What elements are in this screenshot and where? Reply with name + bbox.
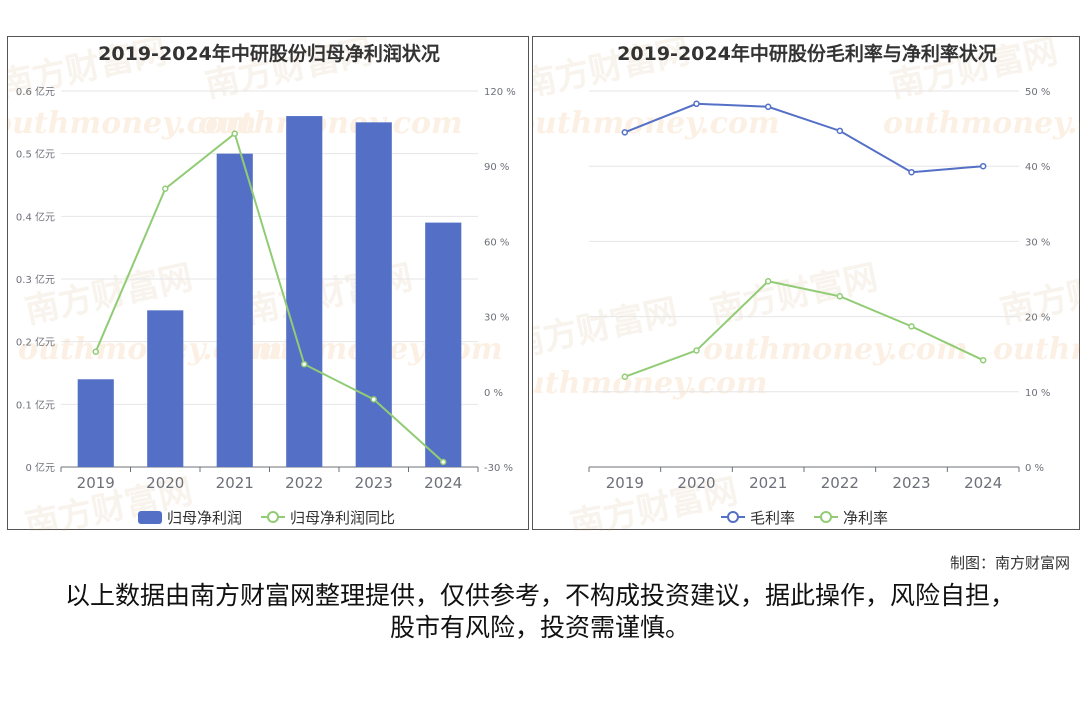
- watermark-en: outhmoney.com: [883, 106, 1080, 141]
- point-net-margin: [621, 373, 629, 381]
- bar-net-profit: [425, 222, 462, 467]
- y-right-tick-label: 0 %: [484, 388, 503, 399]
- point-gross-margin: [764, 103, 772, 111]
- point-net-profit-yoy: [301, 360, 308, 368]
- watermark-en: outhmoney.com: [533, 366, 768, 401]
- y-left-tick-label: 0.6 亿元: [16, 85, 55, 98]
- point-net-profit-yoy: [231, 130, 238, 137]
- legend-label: 净利率: [843, 509, 888, 527]
- y-right-tick-label: 40 %: [1025, 162, 1050, 173]
- y-left-tick-label: 0.2 亿元: [16, 336, 55, 349]
- point-net-margin: [908, 323, 915, 330]
- y-right-tick-label: 50 %: [1025, 87, 1050, 98]
- line-net-margin: [624, 280, 984, 378]
- chart-credit: 制图：南方财富网: [949, 554, 1070, 572]
- chart-title: 2019-2024年中研股份毛利率与净利率状况: [617, 42, 997, 65]
- watermark-en: outhmoney.com: [533, 106, 780, 141]
- point-gross-margin: [836, 127, 844, 135]
- net-profit-chart: 南方财富网outhmoney.com南方财富网outhmoney.com南方财富…: [8, 37, 516, 531]
- y-right-tick-label: 10 %: [1025, 388, 1050, 399]
- watermark-cn: 南方财富网: [707, 257, 882, 331]
- y-right-tick-label: -30 %: [484, 463, 513, 474]
- watermark-cn: 南方财富网: [533, 291, 681, 365]
- watermark-layer: 南方财富网outhmoney.com南方财富网outhmoney.com南方财富…: [533, 37, 1080, 531]
- x-tick-label: 2020: [677, 474, 715, 492]
- legend-line-marker: [727, 511, 739, 523]
- legend-line-marker: [267, 511, 279, 523]
- y-right-tick-label: 20 %: [1025, 313, 1050, 324]
- point-gross-margin: [621, 129, 629, 136]
- legend-label: 归母净利润: [167, 509, 242, 527]
- legend-line-marker: [820, 511, 832, 523]
- x-tick-label: 2019: [606, 474, 644, 492]
- x-tick-label: 2023: [892, 474, 930, 492]
- y-left-tick-label: 0 亿元: [25, 461, 55, 474]
- chart-title: 2019-2024年中研股份归母净利润状况: [98, 42, 440, 65]
- y-left-tick-label: 0.1 亿元: [16, 398, 55, 411]
- y-right-tick-label: 90 %: [484, 162, 509, 173]
- x-tick-label: 2021: [749, 474, 787, 492]
- right-chart-panel: 南方财富网outhmoney.com南方财富网outhmoney.com南方财富…: [532, 36, 1080, 531]
- point-gross-margin: [693, 100, 700, 108]
- x-tick-label: 2019: [77, 474, 115, 492]
- y-left-tick-label: 0.5 亿元: [16, 148, 55, 161]
- x-tick-label: 2021: [216, 474, 254, 492]
- watermark-en: outhmoney.com: [8, 106, 257, 141]
- disclaimer-text: 以上数据由南方财富网整理提供，仅供参考，不构成投资建议，据此操作，风险自担，股市…: [64, 581, 1015, 642]
- point-gross-margin: [908, 168, 915, 176]
- watermark-en: outhmoney.com: [993, 332, 1080, 367]
- point-net-margin: [693, 347, 700, 354]
- x-tick-label: 2023: [355, 474, 393, 492]
- x-tick-label: 2024: [964, 474, 1002, 492]
- bar-net-profit: [355, 122, 392, 467]
- legend-label: 毛利率: [750, 509, 795, 527]
- left-chart-panel: 南方财富网 outhmoney.com 南方财富网 outhmoney.com 南方财富…: [7, 36, 529, 531]
- point-net-profit-yoy: [440, 458, 447, 466]
- x-tick-label: 2020: [146, 474, 184, 492]
- point-net-margin: [979, 356, 987, 364]
- y-right-tick-label: 30 %: [484, 313, 509, 324]
- y-right-tick-label: 0 %: [1025, 463, 1044, 474]
- watermark-en: outhmoney.com: [703, 332, 968, 367]
- point-net-margin: [764, 278, 772, 285]
- point-net-profit-yoy: [162, 185, 169, 193]
- bar-net-profit: [216, 153, 253, 467]
- legend-bar-swatch: [138, 511, 162, 524]
- bar-net-profit: [286, 116, 323, 468]
- x-tick-label: 2022: [821, 474, 859, 492]
- y-right-tick-label: 120 %: [484, 87, 516, 98]
- y-right-tick-label: 30 %: [1025, 237, 1050, 248]
- line-net-profit-yoy: [94, 131, 444, 463]
- point-net-profit-yoy: [92, 348, 99, 355]
- bar-net-profit: [147, 310, 184, 467]
- x-tick-label: 2024: [424, 474, 462, 492]
- margin-chart: 南方财富网outhmoney.com南方财富网outhmoney.com南方财富…: [533, 37, 1080, 531]
- watermark-en: outhmoney.com: [198, 106, 463, 141]
- legend-label: 归母净利润同比: [290, 509, 395, 527]
- point-net-profit-yoy: [370, 396, 377, 403]
- point-net-margin: [836, 293, 844, 300]
- y-left-tick-label: 0.4 亿元: [16, 210, 55, 223]
- x-tick-label: 2022: [285, 474, 323, 492]
- point-gross-margin: [979, 162, 987, 170]
- line-gross-margin: [624, 102, 984, 174]
- y-right-tick-label: 60 %: [484, 237, 509, 248]
- y-left-tick-label: 0.3 亿元: [16, 273, 55, 286]
- bar-net-profit: [77, 379, 114, 467]
